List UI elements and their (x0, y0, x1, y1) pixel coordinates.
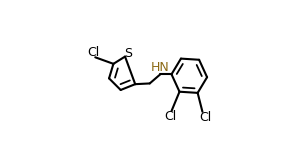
Text: S: S (124, 47, 132, 60)
Text: Cl: Cl (199, 111, 211, 124)
Text: Cl: Cl (165, 110, 177, 123)
Text: HN: HN (151, 61, 169, 74)
Text: Cl: Cl (87, 46, 100, 59)
